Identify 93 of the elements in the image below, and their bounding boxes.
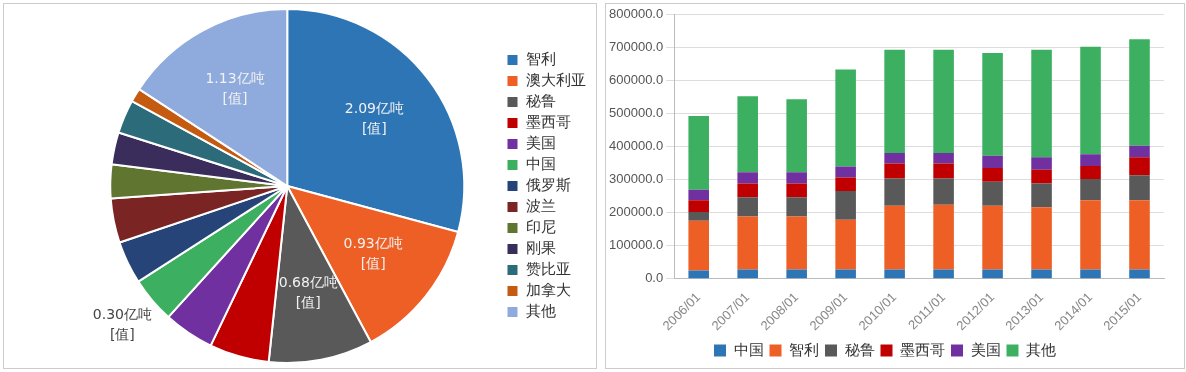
bar <box>884 163 905 179</box>
bar <box>1031 269 1052 279</box>
legend-label: 印尼 <box>526 218 556 236</box>
bar <box>982 155 1003 168</box>
bar <box>1080 179 1101 201</box>
legend-label: 美国 <box>526 134 556 152</box>
legend-label: 美国 <box>970 340 1001 358</box>
data-label: 0.30亿吨 [值] <box>92 306 152 343</box>
data-label: 1.13亿吨 [值] <box>205 70 265 107</box>
bar <box>688 220 709 271</box>
y-tick-label: 300000.0 <box>608 171 664 187</box>
legend-label: 波兰 <box>526 197 556 215</box>
legend-label: 俄罗斯 <box>526 176 571 194</box>
legend-label: 加拿大 <box>526 281 571 299</box>
bar <box>835 166 856 178</box>
bar <box>884 153 905 164</box>
y-tick-label: 0.0 <box>645 270 664 286</box>
data-label: 2.09亿吨 [值] <box>344 99 404 136</box>
bar <box>737 96 758 173</box>
bar <box>1129 269 1150 279</box>
legend-label: 澳大利亚 <box>526 71 586 89</box>
legend-label: 秘鲁 <box>844 340 875 358</box>
y-tick-label: 500000.0 <box>608 105 664 121</box>
bar <box>933 49 954 154</box>
bar <box>786 197 807 217</box>
bar <box>1080 154 1101 166</box>
bar <box>884 178 905 206</box>
bar <box>982 167 1003 182</box>
bar <box>786 216 807 270</box>
bar <box>688 200 709 213</box>
bar <box>933 178 954 205</box>
bar <box>1080 165 1101 180</box>
bar <box>835 190 856 220</box>
bar <box>786 183 807 198</box>
bar <box>1129 157 1150 176</box>
bar <box>786 269 807 279</box>
bar <box>737 172 758 184</box>
bar <box>1080 46 1101 155</box>
bar <box>933 153 954 164</box>
bar <box>688 116 709 190</box>
bar <box>1080 200 1101 270</box>
bar <box>982 53 1003 156</box>
bar <box>1031 169 1052 184</box>
y-tick-label: 200000.0 <box>608 204 664 220</box>
bar <box>835 177 856 191</box>
bar <box>933 269 954 279</box>
y-tick-label: 700000.0 <box>608 39 664 55</box>
bar <box>688 189 709 201</box>
y-tick-label: 600000.0 <box>608 72 664 88</box>
bar <box>835 219 856 270</box>
bar <box>1080 269 1101 279</box>
legend-label: 墨西哥 <box>526 113 571 131</box>
bar <box>688 270 709 279</box>
legend-label: 秘鲁 <box>526 92 556 110</box>
legend-label: 墨西哥 <box>900 340 945 358</box>
bar <box>1129 175 1150 201</box>
legend-label: 中国 <box>526 155 556 173</box>
bar <box>1129 39 1150 146</box>
legend-label: 其他 <box>526 302 556 320</box>
bar <box>1031 183 1052 208</box>
bar <box>737 216 758 270</box>
legend-label: 智利 <box>526 50 556 68</box>
bar <box>786 172 807 184</box>
bar <box>884 269 905 279</box>
bar <box>933 163 954 179</box>
y-tick-label: 100000.0 <box>608 237 664 253</box>
bar <box>982 205 1003 270</box>
bar <box>1031 49 1052 158</box>
bar <box>737 269 758 279</box>
bar <box>737 183 758 198</box>
bar <box>933 204 954 270</box>
y-tick-label: 400000.0 <box>608 138 664 154</box>
data-label: 0.68亿吨 [值] <box>278 274 338 311</box>
legend-label: 赞比亚 <box>526 260 571 278</box>
bar <box>1129 200 1150 270</box>
legend-label: 其他 <box>1026 340 1056 358</box>
bar <box>835 269 856 279</box>
data-label: 0.93亿吨 [值] <box>343 234 403 271</box>
bar <box>982 181 1003 206</box>
bar <box>1031 157 1052 170</box>
bar <box>884 49 905 154</box>
bar <box>786 99 807 173</box>
legend-label: 中国 <box>733 340 764 358</box>
bar <box>835 69 856 167</box>
bar <box>884 205 905 270</box>
bar <box>982 269 1003 279</box>
bar <box>737 197 758 217</box>
legend-label: 刚果 <box>526 239 556 257</box>
bar <box>1129 145 1150 158</box>
y-tick-label: 800000.0 <box>608 6 664 22</box>
legend-label: 智利 <box>789 340 819 358</box>
bar <box>1031 207 1052 270</box>
bar <box>688 212 709 221</box>
